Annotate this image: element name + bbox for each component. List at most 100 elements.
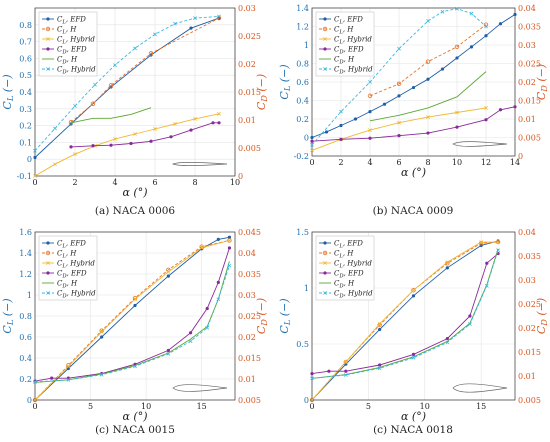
- y-left-tick-label: 0.3: [19, 105, 32, 114]
- plot-frame: [34, 7, 236, 177]
- data-point: [99, 372, 104, 377]
- legend-entry: CD, H: [334, 56, 355, 66]
- y-right-tick-label: 0.03: [518, 41, 536, 50]
- data-point: [378, 327, 382, 332]
- data-point: [310, 148, 314, 153]
- data-point: [411, 288, 416, 293]
- legend-entry: CD, EFD: [334, 46, 364, 56]
- x-tick-label: 6: [152, 178, 157, 187]
- y-right-tick-label: 0.015: [238, 354, 261, 363]
- y-left-tick-label: -0.2: [294, 152, 309, 161]
- data-point: [73, 152, 77, 157]
- x-tick-label: 10: [230, 178, 240, 187]
- y-left-tick-label: 1: [304, 41, 309, 50]
- data-point: [368, 110, 372, 114]
- y-left-tick-label: 1.2: [19, 270, 32, 279]
- legend-entry: CD, H: [334, 280, 355, 290]
- data-point: [484, 24, 488, 29]
- legend-marker: [322, 250, 328, 256]
- data-point: [455, 6, 459, 11]
- data-point: [310, 143, 314, 147]
- data-point: [113, 63, 117, 68]
- legend-marker: [45, 250, 51, 256]
- data-point: [73, 104, 77, 108]
- series-line-6: [311, 8, 487, 146]
- y-left-tick-label: 1: [304, 284, 309, 293]
- y-left-tick-label: 0.5: [296, 340, 309, 349]
- data-point: [108, 83, 114, 88]
- data-point: [193, 116, 197, 121]
- y-right-tick-label: 0.035: [518, 252, 541, 261]
- data-point: [445, 336, 449, 341]
- x-tick-label: 2: [72, 178, 77, 187]
- data-point: [227, 238, 232, 243]
- data-point: [310, 372, 314, 376]
- data-point: [129, 141, 133, 146]
- data-point: [113, 137, 117, 141]
- series-line-2: [34, 239, 230, 401]
- data-point: [310, 376, 314, 381]
- y-right-axis-label: CD (−): [535, 298, 549, 334]
- data-point: [343, 373, 348, 377]
- data-point: [479, 240, 484, 244]
- data-point: [309, 397, 315, 403]
- y-left-tick-label: 0.8: [19, 312, 32, 321]
- data-point: [339, 109, 343, 114]
- x-tick-label: 4: [112, 178, 117, 187]
- data-point: [166, 348, 170, 353]
- data-point: [397, 120, 401, 125]
- legend-marker: [323, 67, 327, 71]
- y-right-axis-label: CD (−): [255, 74, 269, 110]
- legend-entry: CL, H: [334, 250, 354, 260]
- y-left-tick-label: 1.4: [19, 249, 32, 258]
- legend-marker: [46, 37, 50, 41]
- y-right-tick-label: 0.03: [518, 276, 536, 285]
- y-right-axis-label: CD (−): [535, 64, 549, 100]
- series-line-4: [34, 247, 230, 382]
- panel-caption: (b) NACA 0009: [373, 205, 454, 217]
- series-line-2: [369, 24, 487, 97]
- y-right-tick-label: 0.035: [518, 23, 541, 32]
- data-point: [217, 121, 221, 125]
- x-tick-label: 0: [32, 402, 37, 411]
- y-right-tick-label: 0.01: [518, 115, 536, 124]
- data-point: [440, 9, 445, 14]
- data-point: [33, 398, 37, 402]
- legend-marker: [323, 261, 327, 265]
- data-point: [188, 339, 193, 344]
- data-point: [368, 80, 372, 84]
- series-line-2: [70, 17, 220, 123]
- y-left-tick-label: 0.1: [19, 138, 32, 147]
- x-tick-label: 14: [510, 158, 520, 167]
- data-point: [468, 314, 472, 318]
- legend-entry: CL, H: [57, 26, 77, 36]
- data-point: [469, 11, 474, 16]
- plot-frame: [34, 231, 236, 401]
- data-point: [189, 128, 193, 132]
- data-point: [498, 22, 503, 26]
- data-point: [411, 85, 416, 90]
- legend-marker: [323, 47, 327, 51]
- data-point: [344, 369, 348, 373]
- data-point: [327, 369, 331, 373]
- y-right-tick-label: 0.005: [238, 396, 261, 405]
- airfoil-shape: [171, 162, 228, 166]
- data-point: [469, 45, 474, 49]
- data-point: [485, 261, 489, 265]
- legend-entry: CL, EFD: [57, 16, 86, 26]
- data-point: [227, 263, 232, 268]
- y-right-tick-label: 0.025: [238, 32, 261, 41]
- data-point: [66, 363, 71, 368]
- data-point: [377, 321, 382, 326]
- legend-entry: CD, Hybrid: [57, 66, 96, 76]
- data-point: [33, 174, 37, 178]
- data-point: [33, 380, 37, 384]
- data-point: [173, 21, 177, 26]
- y-right-tick-label: 0.005: [518, 134, 541, 143]
- data-point: [377, 366, 382, 371]
- y-right-tick-label: 0.01: [518, 372, 536, 381]
- data-point: [496, 240, 500, 244]
- x-axis-label: α (°): [122, 186, 147, 199]
- series-line-5: [70, 107, 152, 124]
